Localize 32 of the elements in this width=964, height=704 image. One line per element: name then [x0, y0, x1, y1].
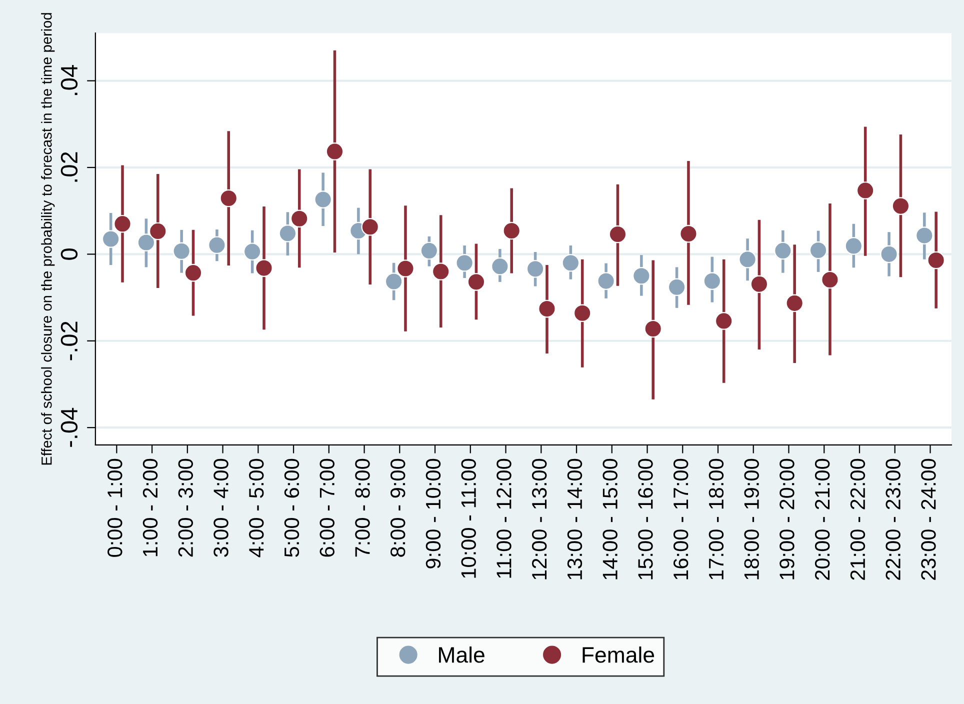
- x-tick-label: 23:00 - 24:00: [921, 458, 936, 580]
- y-tick-label: -.04: [60, 408, 78, 447]
- x-tick-label: 5:00 - 6:00: [284, 458, 300, 557]
- legend-label: Male: [439, 646, 484, 663]
- x-tick-label: 10:00 - 11:00: [461, 458, 476, 578]
- x-tick-label: 17:00 - 18:00: [708, 458, 724, 580]
- x-tick-label: 21:00 - 22:00: [850, 458, 866, 580]
- x-tick-label: 3:00 - 4:00: [214, 458, 228, 557]
- x-tick-label: 14:00 - 15:00: [602, 458, 618, 580]
- y-tick-label: .04: [60, 65, 78, 96]
- x-tick-label: 0:00 - 1:00: [108, 458, 122, 557]
- y-tick-label: 0: [60, 248, 78, 260]
- x-tick-label: 9:00 - 10:00: [426, 458, 441, 568]
- x-tick-label: 7:00 - 8:00: [355, 458, 370, 557]
- x-tick-label: 15:00 - 16:00: [638, 458, 653, 580]
- y-tick-label: -.02: [60, 322, 78, 360]
- x-tick-label: 20:00 - 21:00: [814, 458, 830, 580]
- x-tick-label: 2:00 - 3:00: [178, 458, 193, 557]
- x-tick-label: 6:00 - 7:00: [320, 458, 334, 557]
- y-tick-label: .02: [60, 152, 78, 182]
- x-tick-label: 19:00 - 20:00: [780, 458, 794, 580]
- x-tick-label: 22:00 - 23:00: [886, 458, 900, 580]
- x-tick-label: 4:00 - 5:00: [248, 458, 264, 558]
- x-tick-label: 1:00 - 2:00: [142, 458, 158, 556]
- y-axis-title: Effect of school closure on the probability to forecast in the time period: [41, 13, 55, 465]
- legend-label: Female: [582, 646, 654, 663]
- x-tick-label: 8:00 - 9:00: [390, 458, 406, 557]
- x-tick-label: 18:00 - 19:00: [744, 458, 759, 580]
- x-tick-label: 12:00 - 13:00: [532, 458, 547, 580]
- x-tick-label: 11:00 - 12:00: [496, 458, 512, 578]
- x-tick-label: 13:00 - 14:00: [567, 458, 582, 580]
- x-tick-label: 16:00 - 17:00: [673, 458, 688, 580]
